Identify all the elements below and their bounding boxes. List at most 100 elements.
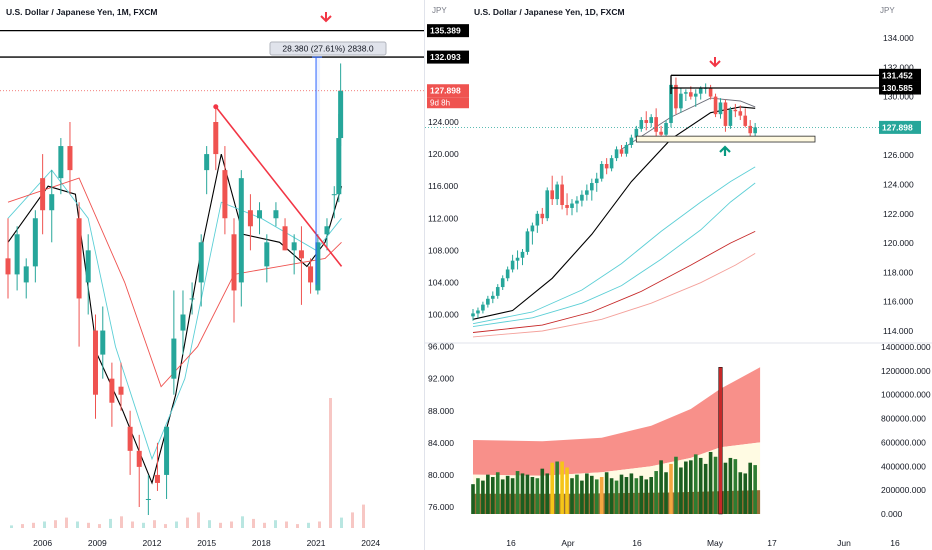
volume-bar	[54, 520, 57, 528]
y-axis-tick: 126.000	[883, 150, 914, 160]
candle-body	[336, 138, 342, 195]
candle-body	[338, 90, 344, 139]
monthly-chart-panel[interactable]: U.S. Dollar / Japanese Yen, 1M, FXCM JPY…	[0, 0, 447, 550]
candle-body	[495, 287, 500, 296]
volume-bar	[743, 473, 748, 514]
candle-body	[590, 183, 594, 191]
monthly-candlestick-chart[interactable]: 28.380 (27.61%) 2838.0 2006 2009 2012 2015 20…	[0, 0, 424, 550]
candle-body	[530, 225, 535, 232]
volume-axis-tick: 1200000.000	[881, 366, 931, 376]
volume-bar	[629, 473, 634, 514]
volume-bar	[634, 478, 639, 514]
candle-body	[723, 102, 728, 126]
x-axis-tick: 16	[890, 538, 900, 548]
candle-body	[145, 498, 151, 500]
x-axis-tick: 17	[767, 538, 777, 548]
candle-body	[76, 218, 82, 299]
volume-bar	[649, 477, 653, 514]
candle-body	[67, 146, 73, 171]
volume-bar	[644, 479, 649, 514]
x-axis-tick: 2021	[307, 538, 326, 548]
price-tag-box	[879, 120, 921, 134]
candle-body	[23, 266, 29, 283]
candle-body	[180, 314, 186, 331]
volume-bar	[471, 484, 475, 514]
volume-bar	[718, 367, 723, 515]
candle-body	[491, 295, 495, 299]
candle-body	[748, 125, 752, 134]
volume-bar	[263, 522, 266, 528]
candle-body	[624, 144, 629, 154]
x-axis-tick: 16	[506, 538, 516, 548]
monthly-currency-label: JPY	[432, 6, 447, 15]
volume-bar	[208, 520, 211, 528]
volume-bar	[614, 480, 619, 514]
price-tag-label: 127.898	[430, 86, 461, 96]
candle-body	[753, 127, 757, 134]
volume-bar	[708, 451, 713, 514]
candle-body	[525, 231, 530, 252]
volume-bar	[545, 473, 550, 514]
volume-bar	[65, 517, 68, 528]
volume-bar	[318, 521, 321, 528]
candle-body	[689, 92, 693, 97]
volume-axis-tick: 800000.000	[881, 414, 926, 424]
candle-body	[634, 128, 639, 138]
candle-body	[619, 149, 624, 154]
y-axis-tick: 84.000	[428, 438, 454, 448]
candle-body	[669, 84, 673, 123]
volume-bar	[555, 461, 559, 514]
candle-body	[118, 386, 124, 395]
volume-bar	[515, 471, 520, 514]
candle-body	[664, 122, 668, 135]
volume-bar	[491, 477, 495, 514]
volume-bar	[153, 520, 156, 528]
volume-bar	[329, 398, 332, 528]
measure-label: 28.380 (27.61%) 2838.0	[282, 44, 373, 54]
volume-bar	[362, 504, 365, 528]
volume-bar	[10, 525, 13, 528]
measure-label-box	[269, 41, 387, 56]
volume-bar	[713, 456, 718, 514]
candle-body	[32, 218, 38, 267]
candle-body	[594, 178, 599, 184]
volume-bar	[241, 516, 244, 528]
volume-axis-tick: 200000.000	[881, 485, 926, 495]
candle-body	[247, 210, 253, 227]
candle-body	[127, 426, 133, 451]
y-axis-tick: 108.000	[428, 245, 459, 255]
candle-body	[684, 92, 688, 94]
volume-bar	[230, 521, 233, 528]
x-axis-tick: 2009	[88, 538, 107, 548]
candle-body	[14, 234, 20, 275]
volume-axis-tick: 400000.000	[881, 461, 926, 471]
candle-body	[481, 304, 485, 311]
candle-body	[659, 131, 663, 135]
candle-body	[570, 203, 574, 208]
daily-chart-panel[interactable]: U.S. Dollar / Japanese Yen, 1D, FXCM JPY…	[425, 0, 932, 550]
candle-body	[264, 242, 270, 267]
volume-bar	[481, 480, 485, 514]
daily-chart-title: U.S. Dollar / Japanese Yen, 1D, FXCM	[474, 7, 625, 17]
descending-trendline	[215, 106, 343, 267]
moving-average-line	[472, 182, 756, 328]
volume-bar	[689, 460, 693, 514]
volume-bar	[594, 479, 599, 514]
moving-average-line	[7, 169, 342, 461]
candle-body	[5, 258, 11, 275]
volume-bar	[535, 478, 540, 514]
volume-bar	[476, 478, 480, 514]
candle-body	[604, 163, 609, 169]
candle-body	[515, 257, 520, 261]
volume-bar	[723, 462, 728, 514]
candle-body	[164, 426, 170, 475]
daily-candlestick-chart[interactable]: 114.000 116.000 118.000 120.000 122.000 124.0…	[425, 0, 932, 550]
candle-body	[674, 84, 678, 109]
volume-bar	[540, 468, 545, 514]
monthly-price-axis[interactable]: 76.000 80.000 84.000 88.000 92.000 96.000 100.…	[425, 0, 485, 550]
candle-body	[189, 298, 195, 300]
volume-bar	[219, 522, 222, 528]
candle-body	[198, 242, 204, 283]
volume-bar	[197, 512, 200, 528]
pane-divider[interactable]	[424, 0, 425, 550]
